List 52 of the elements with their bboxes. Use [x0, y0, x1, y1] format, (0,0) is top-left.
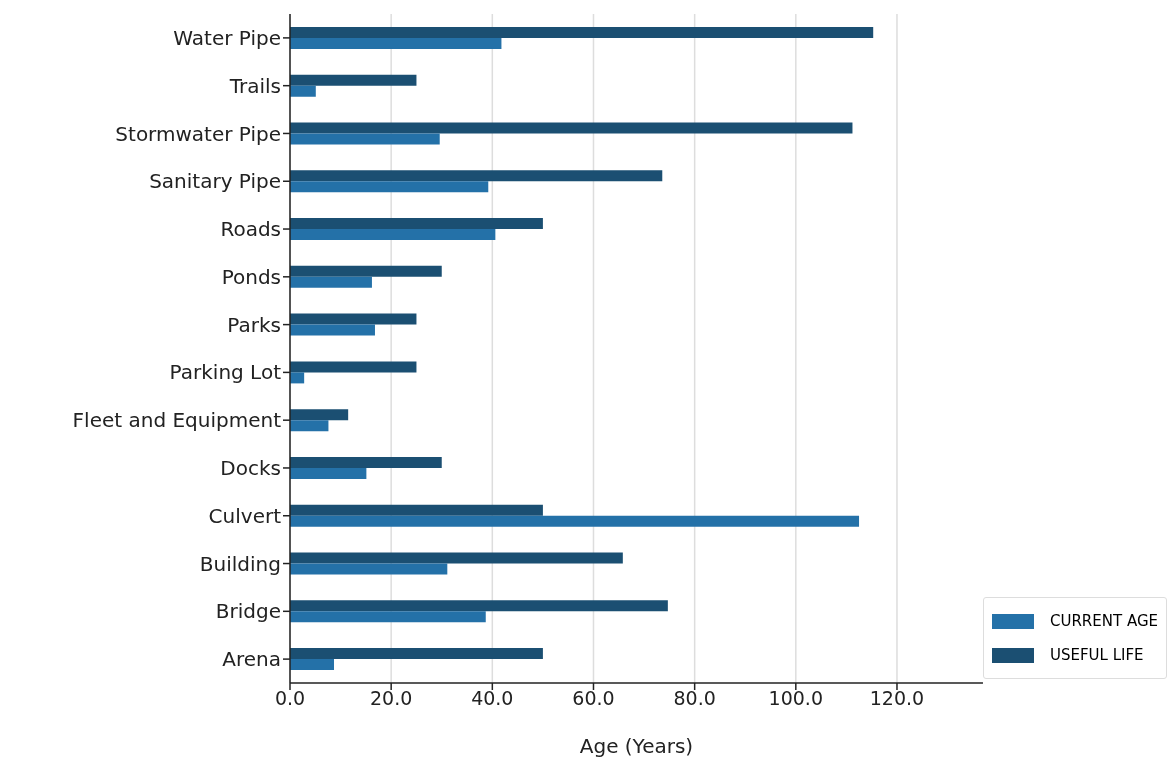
bar	[290, 504, 543, 516]
bar	[290, 85, 316, 97]
bar	[290, 276, 372, 288]
bar	[290, 372, 305, 384]
x-tick-label: 120.0	[869, 687, 925, 710]
bar	[290, 122, 853, 134]
x-tick-label: 0.0	[274, 687, 306, 710]
y-tick-label: Parking Lot	[169, 360, 282, 385]
y-tick-label: Parks	[227, 312, 281, 337]
y-tick-label: Water Pipe	[173, 25, 281, 50]
y-tick-label: Bridge	[215, 599, 281, 624]
legend-label: CURRENT AGE	[1049, 612, 1158, 630]
bar	[290, 611, 486, 623]
bar	[290, 420, 329, 432]
bar	[290, 467, 367, 479]
bar	[290, 265, 442, 277]
x-axis-title: Age (Years)	[579, 734, 694, 758]
y-tick-label: Fleet and Equipment	[72, 408, 282, 433]
bar	[290, 600, 668, 612]
x-tick-label: 20.0	[370, 687, 413, 710]
bar	[290, 361, 417, 373]
bar	[290, 74, 417, 86]
x-tick-label: 40.0	[471, 687, 514, 710]
bar	[290, 324, 375, 336]
bar	[290, 563, 448, 575]
bar	[290, 229, 496, 241]
y-tick-label: Culvert	[208, 503, 282, 528]
x-tick-label: 80.0	[673, 687, 716, 710]
y-tick-label: Ponds	[221, 264, 281, 289]
bar	[290, 133, 440, 145]
bar	[290, 409, 349, 421]
y-tick-label: Docks	[220, 456, 281, 481]
bar	[290, 218, 543, 230]
y-tick-label: Sanitary Pipe	[149, 169, 281, 194]
bar	[290, 26, 874, 38]
y-tick-label: Building	[199, 551, 281, 576]
y-tick-label: Stormwater Pipe	[115, 121, 281, 146]
legend-label: USEFUL LIFE	[1049, 646, 1144, 664]
y-tick-label: Arena	[222, 647, 281, 672]
bar	[290, 37, 502, 49]
bar	[290, 456, 442, 468]
x-tick-label: 60.0	[572, 687, 615, 710]
bar	[290, 313, 417, 325]
x-tick-label: 100.0	[768, 687, 824, 710]
y-tick-label: Trails	[228, 73, 281, 98]
y-tick-label: Roads	[220, 217, 281, 242]
bar	[290, 181, 489, 193]
bar	[290, 659, 335, 671]
bar	[290, 648, 543, 660]
bar	[290, 170, 663, 182]
bar	[290, 515, 860, 527]
bar	[290, 552, 623, 564]
